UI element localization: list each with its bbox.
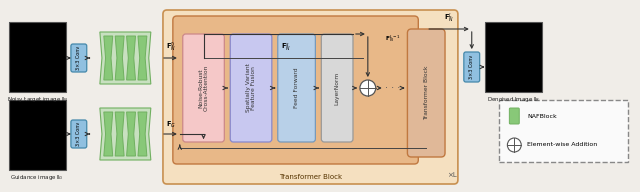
Bar bbox=[8, 128, 66, 142]
Text: $\mathbf{F}_N^{L-1}$: $\mathbf{F}_N^{L-1}$ bbox=[385, 33, 401, 44]
FancyBboxPatch shape bbox=[230, 34, 272, 142]
Text: ×L: ×L bbox=[447, 172, 457, 178]
FancyBboxPatch shape bbox=[321, 34, 353, 142]
Bar bbox=[484, 50, 542, 64]
Polygon shape bbox=[138, 36, 147, 80]
Polygon shape bbox=[100, 32, 151, 84]
Bar bbox=[8, 114, 66, 128]
FancyBboxPatch shape bbox=[71, 44, 87, 72]
Text: Noise-Robust
Cross-Attention: Noise-Robust Cross-Attention bbox=[198, 65, 209, 111]
FancyBboxPatch shape bbox=[509, 108, 519, 124]
Text: $\mathbf{F}_N^0$: $\mathbf{F}_N^0$ bbox=[166, 41, 176, 54]
FancyBboxPatch shape bbox=[464, 52, 479, 82]
Bar bbox=[8, 50, 66, 64]
Polygon shape bbox=[127, 112, 136, 156]
Text: $\mathbf{F}_N^L$: $\mathbf{F}_N^L$ bbox=[444, 12, 454, 25]
FancyBboxPatch shape bbox=[163, 10, 458, 184]
Polygon shape bbox=[104, 36, 113, 80]
Text: Spatially Variant
Feature Fusion: Spatially Variant Feature Fusion bbox=[246, 64, 257, 113]
Bar bbox=[484, 22, 542, 36]
Text: Transformer Block: Transformer Block bbox=[279, 174, 342, 180]
Text: NAFBlock: NAFBlock bbox=[527, 113, 557, 118]
Text: Feed Forward: Feed Forward bbox=[294, 68, 299, 108]
Bar bbox=[8, 22, 66, 36]
Circle shape bbox=[508, 138, 521, 152]
Text: Guidance image $\mathbf{I}_G$: Guidance image $\mathbf{I}_G$ bbox=[10, 173, 64, 182]
Bar bbox=[8, 78, 66, 92]
Text: LayerNorm: LayerNorm bbox=[335, 71, 340, 105]
Circle shape bbox=[360, 80, 376, 96]
Bar bbox=[484, 22, 542, 92]
FancyBboxPatch shape bbox=[173, 16, 419, 164]
FancyBboxPatch shape bbox=[408, 29, 445, 157]
Text: Noisy target image $\mathbf{I}_N$: Noisy target image $\mathbf{I}_N$ bbox=[6, 95, 68, 104]
Bar bbox=[8, 22, 66, 92]
FancyBboxPatch shape bbox=[71, 120, 87, 148]
Text: 3×3 Conv: 3×3 Conv bbox=[76, 46, 81, 70]
Polygon shape bbox=[115, 36, 124, 80]
Text: Element-wise Addition: Element-wise Addition bbox=[527, 142, 597, 147]
Text: 3×3 Conv: 3×3 Conv bbox=[76, 122, 81, 146]
FancyBboxPatch shape bbox=[183, 34, 225, 142]
Text: 3×3 Conv: 3×3 Conv bbox=[469, 55, 474, 79]
Polygon shape bbox=[100, 108, 151, 160]
Text: Transformer Block: Transformer Block bbox=[424, 66, 429, 120]
Bar bbox=[8, 100, 66, 170]
Polygon shape bbox=[138, 112, 147, 156]
Polygon shape bbox=[104, 112, 113, 156]
FancyBboxPatch shape bbox=[278, 34, 316, 142]
Text: $\mathbf{F}_G$: $\mathbf{F}_G$ bbox=[166, 120, 176, 130]
Bar bbox=[484, 36, 542, 50]
Bar bbox=[8, 64, 66, 78]
Bar bbox=[8, 36, 66, 50]
Bar bbox=[8, 100, 66, 114]
FancyBboxPatch shape bbox=[499, 100, 628, 162]
Text: · · ·: · · · bbox=[385, 83, 400, 93]
Bar bbox=[8, 142, 66, 156]
Bar bbox=[8, 156, 66, 170]
Text: $\mathbf{F}_N^s$: $\mathbf{F}_N^s$ bbox=[281, 42, 291, 54]
Bar bbox=[484, 78, 542, 92]
Polygon shape bbox=[127, 36, 136, 80]
Bar bbox=[484, 64, 542, 78]
Polygon shape bbox=[115, 112, 124, 156]
Text: Denoised Image $\mathbf{I}_R$: Denoised Image $\mathbf{I}_R$ bbox=[487, 95, 540, 104]
